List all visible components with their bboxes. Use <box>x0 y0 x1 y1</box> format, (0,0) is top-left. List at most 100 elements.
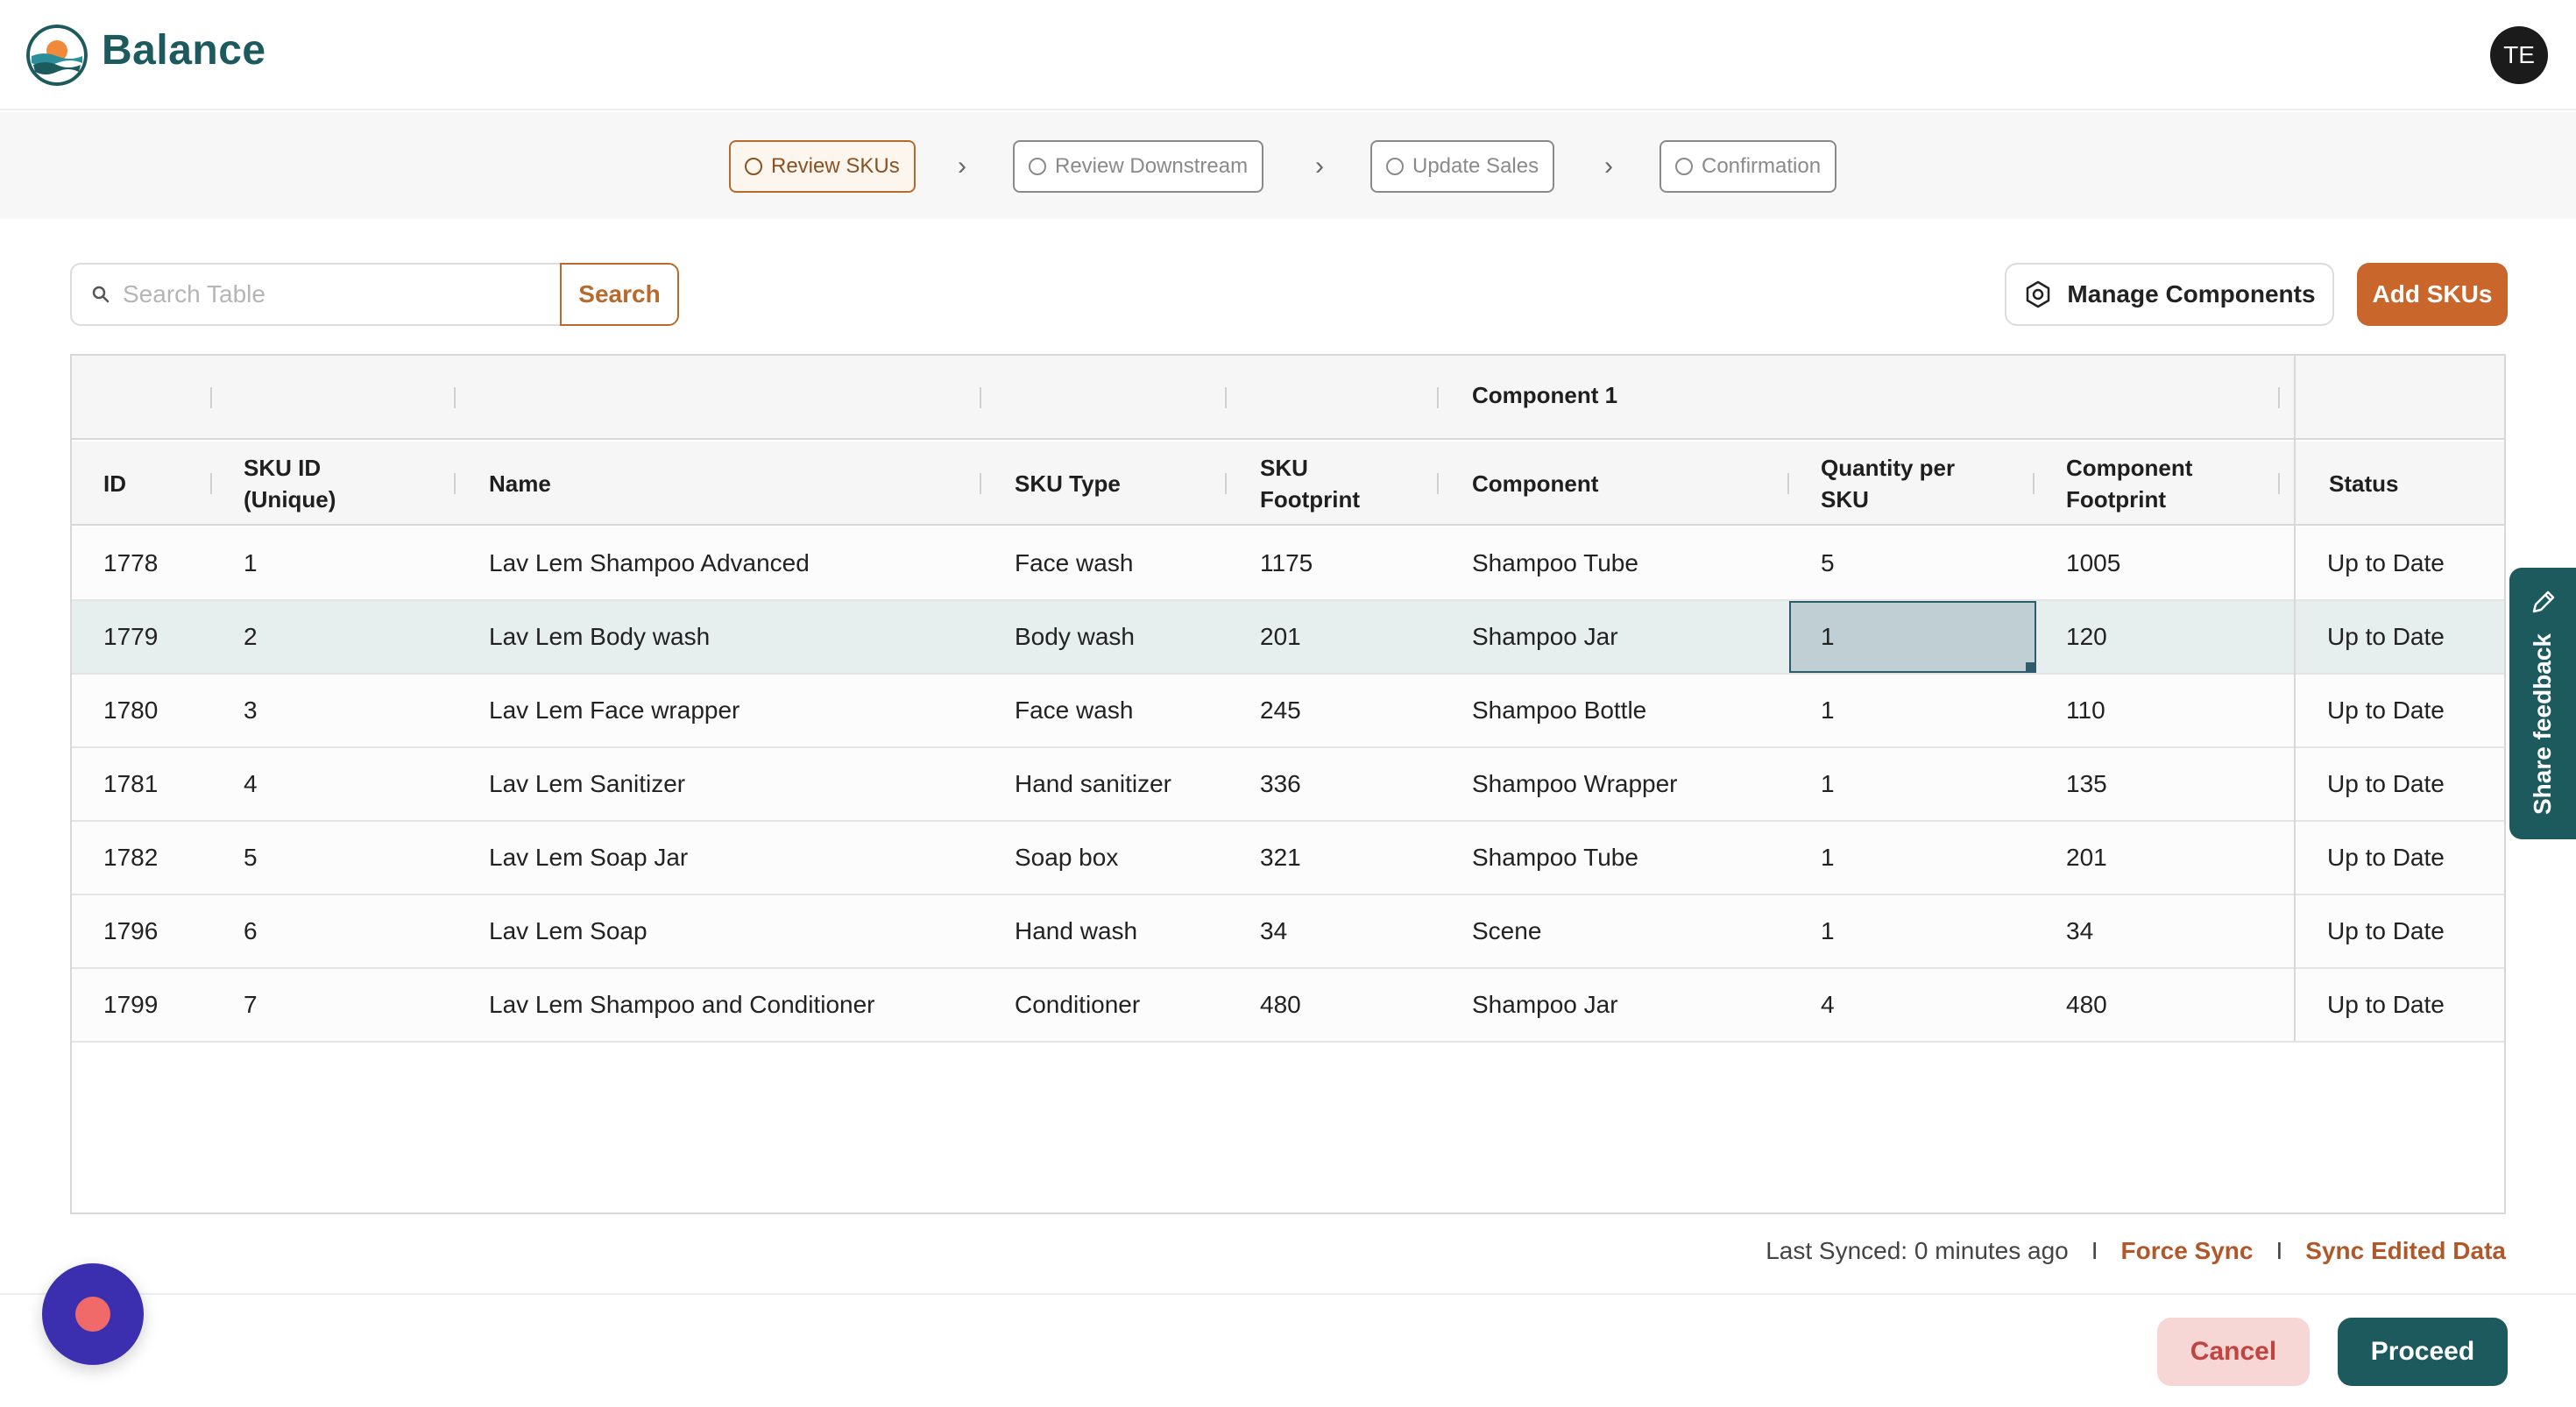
cell-sku-type[interactable]: Hand sanitizer <box>1015 770 1171 797</box>
cell-status[interactable]: Up to Date <box>2327 844 2445 871</box>
table-row[interactable]: 1780 3 Lav Lem Face wrapper Face wash 24… <box>72 675 2504 748</box>
cell-sku-footprint[interactable]: 34 <box>1260 917 1288 944</box>
cell-name[interactable]: Lav Lem Face wrapper <box>489 696 740 724</box>
cell-component[interactable]: Shampoo Wrapper <box>1472 770 1678 797</box>
cell-component-footprint[interactable]: 120 <box>2066 623 2107 650</box>
cell-quantity[interactable]: 1 <box>1821 696 1835 724</box>
table-row[interactable]: 1782 5 Lav Lem Soap Jar Soap box 321 Sha… <box>72 822 2504 895</box>
cell-sku-footprint[interactable]: 1175 <box>1260 549 1313 576</box>
cell-quantity[interactable]: 4 <box>1821 991 1835 1018</box>
sync-edited-data-link[interactable]: Sync Edited Data <box>2305 1237 2506 1264</box>
cell-component-footprint[interactable]: 34 <box>2066 917 2094 944</box>
cell-sku-footprint[interactable]: 480 <box>1260 991 1301 1018</box>
table-row[interactable]: 1796 6 Lav Lem Soap Hand wash 34 Scene 1… <box>72 895 2504 969</box>
cell-id[interactable]: 1799 <box>103 991 159 1018</box>
add-skus-button[interactable]: Add SKUs <box>2357 263 2508 326</box>
cell-status[interactable]: Up to Date <box>2327 991 2445 1018</box>
step-update-sales[interactable]: Update Sales <box>1370 140 1555 193</box>
cell-sku-type[interactable]: Face wash <box>1015 549 1134 576</box>
share-feedback-tab[interactable]: Share feedback <box>2509 568 2576 839</box>
cell-sku-footprint[interactable]: 321 <box>1260 844 1301 871</box>
step-review-skus[interactable]: Review SKUs <box>729 140 916 193</box>
cell-component[interactable]: Shampoo Tube <box>1472 844 1638 871</box>
user-avatar[interactable]: TE <box>2490 26 2548 84</box>
cell-sku-id[interactable]: 5 <box>244 844 258 871</box>
cell-status[interactable]: Up to Date <box>2327 917 2445 944</box>
cell-quantity[interactable]: 1 <box>1821 623 1835 650</box>
cell-component-footprint[interactable]: 201 <box>2066 844 2107 871</box>
cell-sku-footprint[interactable]: 245 <box>1260 696 1301 724</box>
cell-sku-id[interactable]: 1 <box>244 549 258 576</box>
cell-sku-footprint[interactable]: 336 <box>1260 770 1301 797</box>
cell-name[interactable]: Lav Lem Shampoo Advanced <box>489 549 810 576</box>
cell-status[interactable]: Up to Date <box>2327 770 2445 797</box>
column-divider[interactable] <box>2033 473 2035 494</box>
cell-sku-type[interactable]: Face wash <box>1015 696 1134 724</box>
cell-name[interactable]: Lav Lem Body wash <box>489 623 711 650</box>
cell-id[interactable]: 1780 <box>103 696 159 724</box>
column-divider[interactable] <box>1225 473 1227 494</box>
cell-component[interactable]: Scene <box>1472 917 1542 944</box>
cell-sku-footprint[interactable]: 201 <box>1260 623 1301 650</box>
cell-sku-id[interactable]: 2 <box>244 623 258 650</box>
cell-name[interactable]: Lav Lem Shampoo and Conditioner <box>489 991 875 1018</box>
manage-components-button[interactable]: Manage Components <box>2005 263 2334 326</box>
cell-quantity[interactable]: 1 <box>1821 770 1835 797</box>
cell-component[interactable]: Shampoo Bottle <box>1472 696 1647 724</box>
cell-component[interactable]: Shampoo Jar <box>1472 623 1618 650</box>
cancel-button[interactable]: Cancel <box>2157 1318 2310 1386</box>
column-header-sku-type[interactable]: SKU Type <box>1015 470 1121 497</box>
column-header-name[interactable]: Name <box>489 470 551 497</box>
step-confirmation[interactable]: Confirmation <box>1660 140 1837 193</box>
cell-component[interactable]: Shampoo Jar <box>1472 991 1618 1018</box>
column-header-status[interactable]: Status <box>2329 470 2399 497</box>
cell-sku-type[interactable]: Hand wash <box>1015 917 1138 944</box>
cell-name[interactable]: Lav Lem Sanitizer <box>489 770 686 797</box>
step-review-downstream[interactable]: Review Downstream <box>1013 140 1264 193</box>
cell-status[interactable]: Up to Date <box>2327 623 2445 650</box>
cell-sku-id[interactable]: 6 <box>244 917 258 944</box>
cell-component-footprint[interactable]: 480 <box>2066 991 2107 1018</box>
cell-name[interactable]: Lav Lem Soap Jar <box>489 844 689 871</box>
cell-sku-id[interactable]: 4 <box>244 770 258 797</box>
cell-quantity[interactable]: 1 <box>1821 844 1835 871</box>
column-divider[interactable] <box>454 473 456 494</box>
column-header-component-footprint[interactable]: Component Footprint <box>2066 452 2192 515</box>
cell-id[interactable]: 1782 <box>103 844 159 871</box>
cell-status[interactable]: Up to Date <box>2327 696 2445 724</box>
column-header-sku-id[interactable]: SKU ID (Unique) <box>244 452 336 515</box>
selected-cell-highlight[interactable] <box>1789 601 2036 673</box>
cell-component[interactable]: Shampoo Tube <box>1472 549 1638 576</box>
cell-sku-type[interactable]: Soap box <box>1015 844 1119 871</box>
cell-component-footprint[interactable]: 110 <box>2066 696 2105 724</box>
column-divider[interactable] <box>210 473 212 494</box>
force-sync-link[interactable]: Force Sync <box>2120 1237 2254 1264</box>
column-divider[interactable] <box>980 473 981 494</box>
cell-id[interactable]: 1781 <box>103 770 159 797</box>
cell-status[interactable]: Up to Date <box>2327 549 2445 576</box>
cell-sku-type[interactable]: Body wash <box>1015 623 1135 650</box>
column-divider[interactable] <box>1437 473 1439 494</box>
cell-sku-id[interactable]: 3 <box>244 696 258 724</box>
table-row[interactable]: 1778 1 Lav Lem Shampoo Advanced Face was… <box>72 527 2504 601</box>
column-header-sku-footprint[interactable]: SKU Footprint <box>1260 452 1360 515</box>
cell-id[interactable]: 1778 <box>103 549 159 576</box>
cell-component-footprint[interactable]: 1005 <box>2066 549 2121 576</box>
column-header-quantity[interactable]: Quantity per SKU <box>1821 452 1955 515</box>
table-row[interactable]: 1799 7 Lav Lem Shampoo and Conditioner C… <box>72 969 2504 1043</box>
cell-name[interactable]: Lav Lem Soap <box>489 917 648 944</box>
column-header-id[interactable]: ID <box>103 470 126 497</box>
chat-launcher-button[interactable] <box>42 1263 144 1365</box>
column-header-component[interactable]: Component <box>1472 470 1599 497</box>
cell-id[interactable]: 1796 <box>103 917 159 944</box>
cell-quantity[interactable]: 1 <box>1821 917 1835 944</box>
cell-sku-id[interactable]: 7 <box>244 991 258 1018</box>
table-row[interactable]: 1781 4 Lav Lem Sanitizer Hand sanitizer … <box>72 748 2504 822</box>
cell-component-footprint[interactable]: 135 <box>2066 770 2107 797</box>
column-divider[interactable] <box>1787 473 1789 494</box>
proceed-button[interactable]: Proceed <box>2338 1318 2508 1386</box>
cell-quantity[interactable]: 5 <box>1821 549 1835 576</box>
cell-sku-type[interactable]: Conditioner <box>1015 991 1141 1018</box>
column-divider[interactable] <box>2278 473 2280 494</box>
search-input[interactable] <box>123 280 543 308</box>
